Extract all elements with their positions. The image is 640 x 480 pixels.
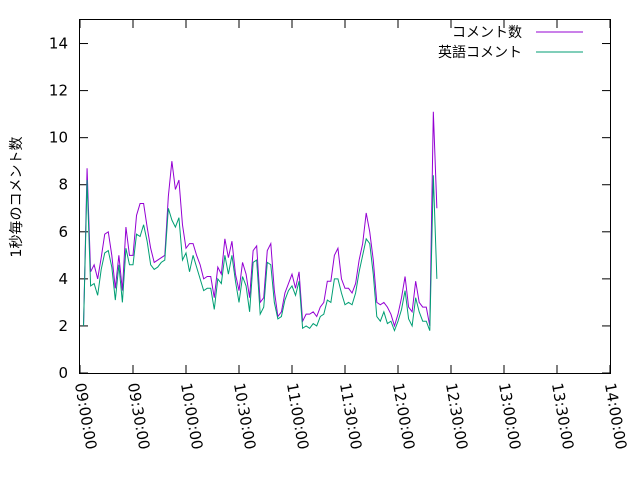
y-axis-ticks: 0 2 4 6 8 10 12 14 — [49, 35, 610, 382]
plot-frame — [79, 19, 611, 374]
y-tick-label: 14 — [49, 35, 68, 53]
series-line — [83, 175, 438, 333]
x-tick-label: 11:00:00 — [283, 381, 312, 450]
y-tick-label: 10 — [49, 129, 68, 147]
x-tick-label: 09:30:00 — [124, 381, 153, 450]
x-tick-label: 13:00:00 — [495, 381, 524, 450]
x-tick-label: 12:30:00 — [442, 381, 471, 450]
y-tick-label: 8 — [58, 176, 68, 194]
x-tick-label: 10:30:00 — [230, 381, 259, 450]
legend-label: 英語コメント — [438, 44, 522, 61]
x-tick-label: 14:00:00 — [601, 381, 630, 450]
y-tick-label: 12 — [49, 82, 68, 100]
x-tick-label: 10:00:00 — [177, 381, 206, 450]
x-tick-label: 12:00:00 — [389, 381, 418, 450]
x-tick-label: 11:30:00 — [336, 381, 365, 450]
x-axis-ticks: 09:00:00 09:30:00 10:00:00 10:30:00 11:00:00… — [71, 20, 630, 451]
y-axis-label: 1秒毎のコメント数 — [9, 137, 25, 258]
y-tick-label: 4 — [58, 270, 68, 288]
x-tick-label: 09:00:00 — [71, 381, 100, 450]
y-tick-label: 6 — [58, 223, 68, 241]
x-tick-label: 13:30:00 — [548, 381, 577, 450]
series-line — [83, 111, 438, 328]
series-lines — [83, 111, 438, 333]
y-tick-label: 2 — [58, 317, 68, 335]
legend-label: コメント数 — [452, 25, 522, 41]
y-tick-label: 0 — [58, 364, 68, 382]
